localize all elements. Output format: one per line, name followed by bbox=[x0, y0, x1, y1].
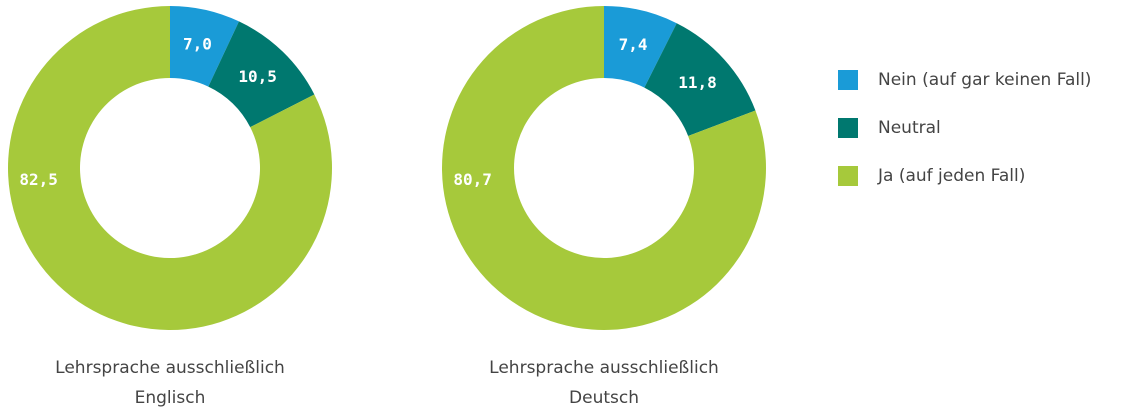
chart-caption: Lehrsprache ausschließlich bbox=[489, 358, 719, 378]
value-label: 82,5 bbox=[19, 170, 58, 189]
legend-label: Neutral bbox=[878, 118, 941, 138]
donut-segment bbox=[644, 23, 756, 137]
chart-caption: Englisch bbox=[135, 388, 206, 408]
legend-swatch bbox=[838, 70, 858, 90]
donut-segment bbox=[604, 6, 677, 88]
legend-swatch bbox=[838, 118, 858, 138]
value-label: 10,5 bbox=[238, 67, 277, 86]
legend-label: Nein (auf gar keinen Fall) bbox=[878, 70, 1091, 90]
legend-swatch bbox=[838, 166, 858, 186]
legend-label: Ja (auf jeden Fall) bbox=[877, 166, 1025, 186]
chart-caption: Deutsch bbox=[569, 388, 639, 408]
chart-caption: Lehrsprache ausschließlich bbox=[55, 358, 285, 378]
value-label: 80,7 bbox=[453, 170, 492, 189]
value-label: 11,8 bbox=[678, 73, 717, 92]
value-label: 7,4 bbox=[619, 35, 648, 54]
value-label: 7,0 bbox=[183, 35, 212, 54]
donut-segment bbox=[170, 6, 239, 87]
donut-segment bbox=[441, 6, 766, 330]
donut-segment bbox=[7, 5, 332, 330]
donut-segment bbox=[208, 21, 315, 128]
